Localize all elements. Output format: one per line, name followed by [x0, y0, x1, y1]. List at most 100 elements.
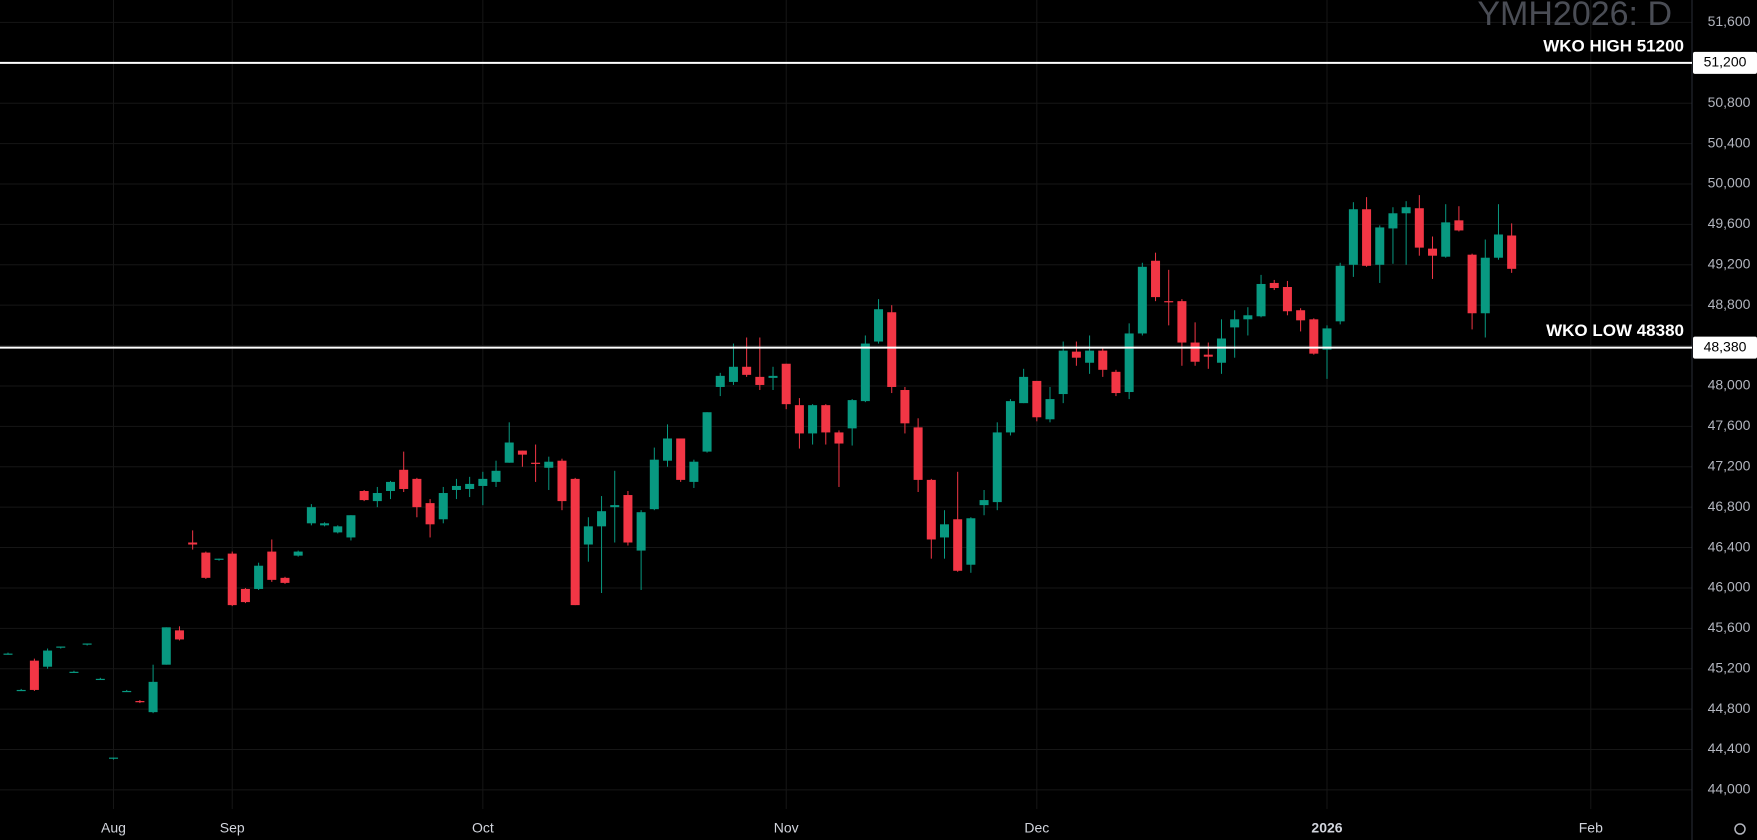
level-label: WKO HIGH 51200: [1543, 36, 1684, 55]
y-tick-label: 45,600: [1708, 619, 1751, 635]
candle-body: [583, 526, 593, 545]
candle-body: [781, 363, 791, 405]
candle-body: [1098, 350, 1108, 370]
candle-body: [386, 481, 396, 491]
candle-body: [135, 701, 145, 703]
candle-body: [29, 660, 39, 690]
x-tick-label: Feb: [1579, 820, 1603, 836]
candle-body: [1428, 248, 1438, 256]
candle-body: [847, 400, 857, 429]
candles: [3, 195, 1517, 760]
candle-body: [43, 650, 53, 667]
level-price-label: 48,380: [1704, 338, 1747, 354]
candle-body: [122, 690, 132, 693]
candle-body: [544, 461, 554, 468]
y-tick-label: 47,200: [1708, 457, 1751, 473]
candle-body: [1362, 209, 1372, 266]
candle-body: [465, 483, 475, 489]
candle-body: [728, 366, 738, 382]
x-tick-label: Nov: [774, 820, 799, 836]
candle-body: [755, 376, 765, 385]
candle-body: [82, 643, 92, 645]
candle-body: [201, 552, 211, 578]
x-tick-label: 2026: [1311, 820, 1342, 836]
y-tick-label: 50,400: [1708, 134, 1751, 150]
settings-icon[interactable]: [1734, 823, 1746, 835]
candle-body: [834, 432, 844, 444]
x-tick-label: Aug: [101, 820, 126, 836]
candle-body: [56, 646, 66, 648]
candle-body: [504, 442, 514, 463]
candle-body: [95, 678, 105, 681]
x-tick-label: Oct: [472, 820, 494, 836]
candle-body: [1309, 319, 1319, 354]
candle-body: [346, 515, 356, 538]
y-tick-label: 44,000: [1708, 781, 1751, 797]
candle-body: [557, 460, 567, 502]
y-tick-label: 44,800: [1708, 700, 1751, 716]
candle-body: [860, 343, 870, 402]
candle-body: [992, 432, 1002, 503]
candle-body: [1480, 257, 1490, 314]
candle-body: [16, 689, 26, 692]
candle-body: [531, 462, 541, 464]
candle-body: [979, 500, 989, 506]
candle-body: [715, 375, 725, 387]
candle-body: [1124, 333, 1134, 393]
level-price-label: 51,200: [1704, 54, 1747, 70]
candle-body: [1256, 283, 1266, 317]
candle-body: [1282, 287, 1292, 312]
y-tick-label: 50,000: [1708, 175, 1751, 191]
candle-body: [1230, 319, 1240, 328]
candle-body: [900, 390, 910, 424]
candle-body: [148, 681, 158, 713]
candle-body: [953, 519, 963, 571]
candle-body: [280, 577, 290, 583]
candle-body: [821, 405, 831, 433]
candle-body: [478, 478, 488, 486]
candle-body: [649, 459, 659, 510]
y-tick-label: 49,600: [1708, 215, 1751, 231]
candle-body: [293, 551, 303, 556]
candle-body: [1032, 380, 1042, 418]
candle-body: [188, 542, 198, 545]
y-tick-label: 48,000: [1708, 377, 1751, 393]
candle-body: [1203, 354, 1213, 357]
y-tick-label: 44,400: [1708, 740, 1751, 756]
candle-body: [1071, 351, 1081, 358]
candle-body: [887, 312, 897, 387]
candle-body: [174, 630, 184, 640]
candle-body: [808, 405, 818, 434]
y-tick-label: 46,800: [1708, 498, 1751, 514]
candle-body: [1441, 222, 1451, 257]
candle-body: [1507, 235, 1517, 269]
y-tick-label: 47,600: [1708, 417, 1751, 433]
candle-body: [1348, 209, 1358, 265]
candle-body: [254, 565, 264, 589]
candle-body: [1493, 234, 1503, 258]
candle-body: [794, 405, 804, 434]
candle-body: [1375, 227, 1385, 265]
y-tick-label: 51,600: [1708, 13, 1751, 29]
candle-body: [1335, 265, 1345, 322]
level-price-box: [1693, 336, 1757, 359]
candle-body: [306, 507, 316, 524]
candle-body: [425, 503, 435, 525]
y-tick-label: 48,800: [1708, 296, 1751, 312]
candle-body: [491, 470, 501, 482]
candle-body: [1243, 315, 1253, 320]
candle-body: [874, 309, 884, 342]
level-price-box: [1693, 51, 1757, 74]
y-tick-label: 46,000: [1708, 579, 1751, 595]
candle-body: [1216, 338, 1226, 363]
candle-body: [913, 427, 923, 480]
candle-body: [663, 438, 672, 461]
candle-body: [320, 523, 330, 526]
candle-body: [570, 478, 580, 606]
candle-body: [702, 412, 712, 452]
candle-body: [676, 438, 686, 480]
candle-body: [372, 493, 382, 502]
